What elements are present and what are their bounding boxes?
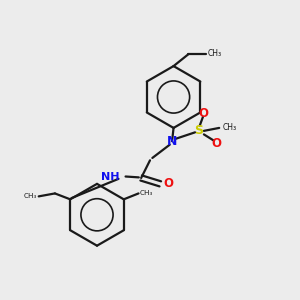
- Text: O: O: [212, 137, 222, 150]
- Text: O: O: [198, 107, 208, 120]
- Text: CH₃: CH₃: [140, 190, 153, 196]
- Text: O: O: [164, 177, 174, 190]
- Text: NH: NH: [100, 172, 119, 182]
- Text: N: N: [167, 135, 177, 148]
- Text: CH₃: CH₃: [222, 123, 236, 132]
- Text: CH₃: CH₃: [207, 49, 221, 58]
- Text: S: S: [194, 124, 203, 137]
- Text: CH₃: CH₃: [24, 194, 37, 200]
